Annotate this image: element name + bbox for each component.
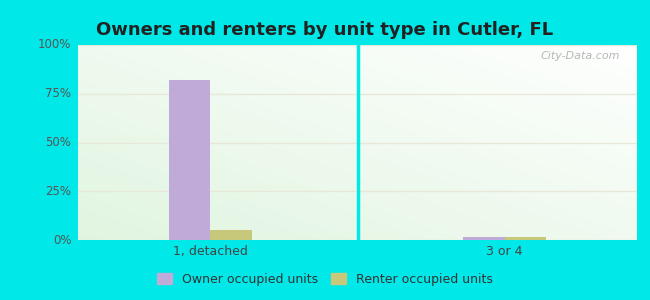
Text: 25%: 25% (46, 185, 72, 198)
Bar (211, 230, 252, 240)
Text: 0%: 0% (53, 233, 72, 247)
Bar (463, 237, 504, 240)
Bar (504, 237, 546, 240)
Text: City-Data.com: City-Data.com (541, 51, 620, 61)
Text: 50%: 50% (46, 136, 72, 149)
Text: 100%: 100% (38, 38, 72, 52)
Text: 75%: 75% (46, 87, 72, 100)
Legend: Owner occupied units, Renter occupied units: Owner occupied units, Renter occupied un… (152, 268, 498, 291)
Bar (169, 80, 211, 240)
Text: Owners and renters by unit type in Cutler, FL: Owners and renters by unit type in Cutle… (96, 21, 554, 39)
